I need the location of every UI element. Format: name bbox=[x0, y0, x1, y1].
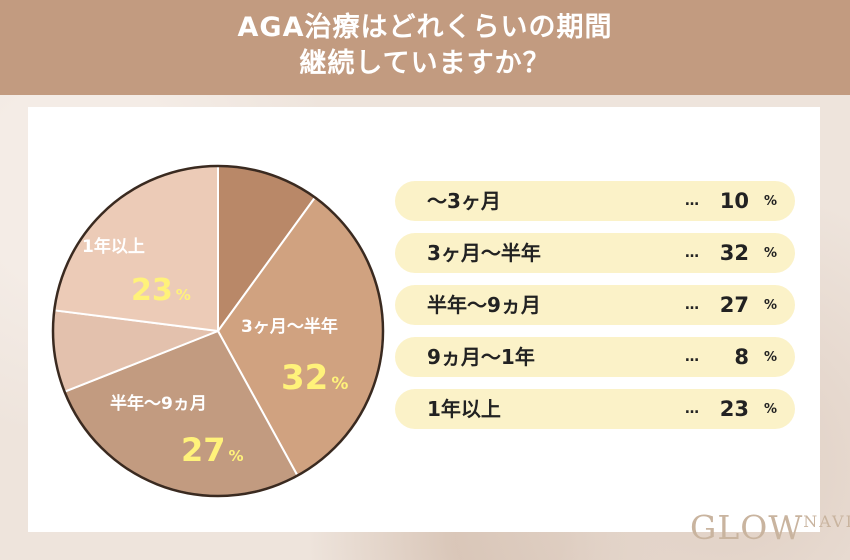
legend-unit: % bbox=[763, 194, 777, 209]
slice-label-category-1年以上: 1年以上 bbox=[82, 236, 145, 257]
legend-label: 1年以上 bbox=[427, 397, 501, 421]
slice-value-3ヶ月～半年: 32 bbox=[281, 358, 328, 398]
legend-label: 9ヵ月～1年 bbox=[427, 345, 535, 369]
pie-outline bbox=[51, 164, 385, 498]
legend-item: 3ヶ月～半年 … 32 % bbox=[395, 233, 795, 273]
chart-legend: ～3ヶ月 … 10 % 3ヶ月～半年 … 32 % 半年～9ヵ月 … 27 % … bbox=[395, 181, 795, 441]
logo-main-text: GLOW bbox=[690, 508, 804, 547]
legend-value: 10 bbox=[719, 189, 749, 213]
slice-unit-半年～9ヵ月: % bbox=[229, 447, 244, 465]
glow-navi-logo: GLOWNAVI bbox=[690, 508, 850, 547]
legend-value: 27 bbox=[719, 293, 749, 317]
legend-label: ～3ヶ月 bbox=[427, 189, 501, 213]
legend-label: 半年～9ヵ月 bbox=[427, 293, 541, 317]
slice-value-半年～9ヵ月: 27 bbox=[181, 431, 226, 469]
legend-unit: % bbox=[763, 246, 777, 261]
slice-label-category-3ヶ月～半年: 3ヶ月～半年 bbox=[241, 316, 338, 337]
slice-value-1年以上: 23 bbox=[131, 273, 173, 308]
slice-label-value-3ヶ月～半年: 32% bbox=[281, 358, 348, 398]
legend-dots: … bbox=[685, 297, 699, 313]
slice-unit-3ヶ月～半年: % bbox=[331, 374, 348, 394]
slice-label-value-1年以上: 23% bbox=[131, 273, 191, 308]
legend-label: 3ヶ月～半年 bbox=[427, 241, 541, 265]
legend-item: 9ヵ月～1年 … 8 % bbox=[395, 337, 795, 377]
legend-dots: … bbox=[685, 245, 699, 261]
page-title-line-1: AGA治療はどれくらいの期間 bbox=[237, 12, 613, 43]
title-banner: AGA治療はどれくらいの期間 継続していますか？ bbox=[0, 0, 850, 95]
pie-slice-labels: 1年以上 23% 3ヶ月～半年 32% 半年～9ヵ月 27% bbox=[82, 236, 348, 469]
legend-value: 8 bbox=[734, 345, 749, 369]
legend-value: 32 bbox=[719, 241, 749, 265]
legend-dots: … bbox=[685, 193, 699, 209]
legend-value: 23 bbox=[719, 397, 749, 421]
slice-label-value-半年～9ヵ月: 27% bbox=[181, 431, 244, 469]
logo-sub-text: NAVI bbox=[803, 512, 850, 531]
pie-slices bbox=[51, 164, 385, 498]
legend-item: ～3ヶ月 … 10 % bbox=[395, 181, 795, 221]
slice-label-category-半年～9ヵ月: 半年～9ヵ月 bbox=[110, 393, 207, 414]
legend-dots: … bbox=[685, 349, 699, 365]
slice-unit-1年以上: % bbox=[176, 286, 191, 304]
legend-unit: % bbox=[763, 298, 777, 313]
legend-unit: % bbox=[763, 350, 777, 365]
page-title-line-2: 継続していますか？ bbox=[299, 48, 551, 79]
legend-item: 半年～9ヵ月 … 27 % bbox=[395, 285, 795, 325]
pie-chart: 1年以上 23% 3ヶ月～半年 32% 半年～9ヵ月 27% bbox=[51, 164, 385, 498]
legend-item: 1年以上 … 23 % bbox=[395, 389, 795, 429]
legend-dots: … bbox=[685, 401, 699, 417]
legend-unit: % bbox=[763, 402, 777, 417]
